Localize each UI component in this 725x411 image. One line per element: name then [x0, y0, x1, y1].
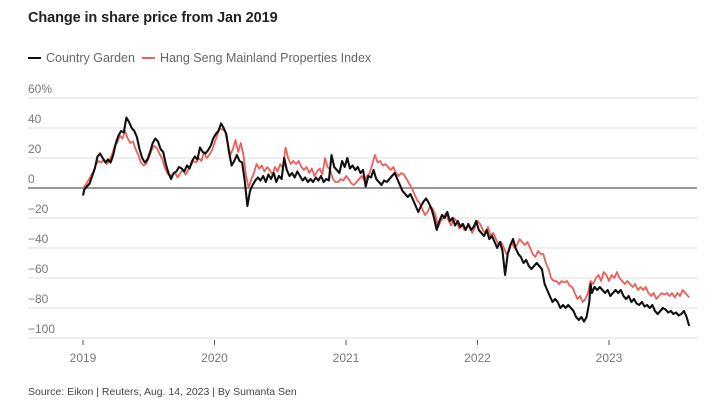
legend: Country Garden Hang Seng Mainland Proper…: [28, 51, 378, 65]
y-tick-label: 60%: [28, 82, 52, 96]
x-tick-label: 2019: [70, 351, 97, 365]
y-axis-labels: 60% 40 20 0 −20 −40 −60 −80 −100: [28, 82, 55, 336]
legend-label-hang-seng: Hang Seng Mainland Properties Index: [159, 51, 372, 65]
y-tick-label: −60: [28, 262, 49, 276]
legend-swatch-country-garden: [28, 57, 41, 59]
legend-label-country-garden: Country Garden: [46, 51, 135, 65]
x-tick-label: 2020: [201, 351, 228, 365]
y-tick-label: −80: [28, 292, 49, 306]
x-tick-label: 2021: [333, 351, 360, 365]
legend-swatch-hang-seng: [141, 57, 155, 59]
series-lines: [81, 116, 691, 327]
chart-title: Change in share price from Jan 2019: [28, 10, 278, 26]
x-tick-label: 2022: [464, 351, 491, 365]
series-line-hang-seng-mainland-properties-index: [82, 127, 690, 303]
source-note: Source: Eikon | Reuters, Aug. 14, 2023 |…: [28, 386, 297, 398]
legend-item-hang-seng: Hang Seng Mainland Properties Index: [141, 51, 372, 65]
y-tick-label: 40: [28, 112, 42, 126]
gridlines: [28, 97, 697, 339]
y-tick-label: −20: [28, 202, 49, 216]
x-axis: 2019 2020 2021 2022 2023: [70, 340, 623, 365]
y-tick-label: −40: [28, 232, 49, 246]
y-tick-label: −100: [28, 322, 55, 336]
legend-item-country-garden: Country Garden: [28, 51, 135, 65]
y-tick-label: 0: [28, 172, 35, 186]
series-line-country-garden: [81, 116, 691, 327]
y-tick-label: 20: [28, 142, 42, 156]
x-tick-label: 2023: [596, 351, 623, 365]
